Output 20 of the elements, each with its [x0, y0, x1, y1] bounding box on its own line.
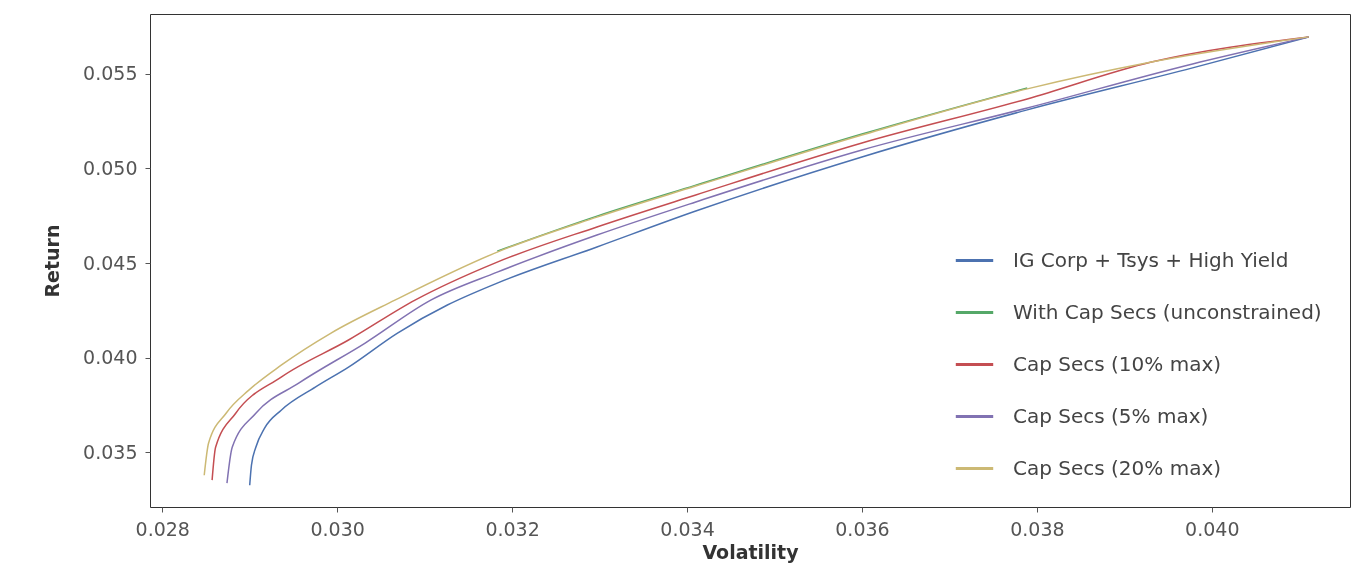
x-tick-label: 0.036: [835, 517, 890, 540]
x-tick-label: 0.028: [135, 517, 190, 540]
line-series: [496, 87, 1029, 252]
legend-label: Cap Secs (20% max): [1013, 455, 1222, 480]
legend-label: Cap Secs (10% max): [1013, 351, 1222, 376]
x-tick-label: 0.040: [1185, 517, 1240, 540]
x-tick-label: 0.030: [310, 517, 365, 540]
y-tick-label: 0.055: [83, 62, 138, 85]
legend-label: Cap Secs (5% max): [1013, 403, 1209, 428]
legend-label: IG Corp + Tsys + High Yield: [1013, 247, 1289, 272]
x-axis-title: Volatility: [702, 540, 800, 563]
x-tick-label: 0.034: [660, 517, 715, 540]
x-tick-label: 0.032: [485, 517, 540, 540]
y-tick-label: 0.035: [83, 440, 138, 463]
y-tick-label: 0.050: [83, 157, 138, 179]
y-axis-title: Return: [41, 224, 64, 298]
x-tick-label: 0.038: [1010, 517, 1065, 540]
y-tick-label: 0.040: [83, 346, 138, 369]
y-tick-label: 0.045: [83, 251, 138, 274]
legend-label: With Cap Secs (unconstrained): [1013, 299, 1322, 324]
